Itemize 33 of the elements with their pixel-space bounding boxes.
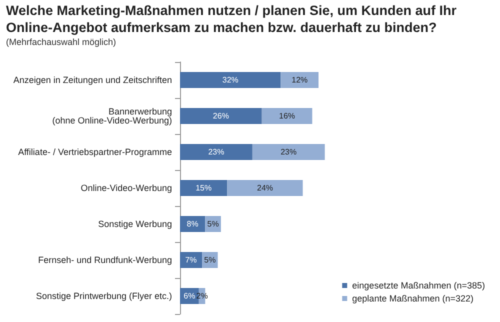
- data-label: 6%: [184, 292, 196, 300]
- legend-label: geplante Maßnahmen (n=322): [352, 294, 474, 304]
- y-tick-label: Online-Video-Werbung: [80, 183, 172, 193]
- y-tick-label: Affiliate- / Vertriebspartner-Programme: [18, 147, 172, 157]
- y-tick-label: Bannerwerbung (ohne Online-Video-Werbung): [52, 106, 172, 126]
- bar: [180, 252, 202, 268]
- bar: [227, 180, 303, 196]
- data-label: 23%: [280, 148, 297, 156]
- data-label: 32%: [222, 76, 238, 84]
- data-label: 5%: [204, 256, 216, 264]
- y-tick-label: Sonstige Werbung: [98, 219, 172, 229]
- bar: [180, 108, 262, 124]
- legend-label: eingesetzte Maßnahmen (n=385): [352, 280, 486, 290]
- bar: [180, 144, 252, 160]
- data-label: 26%: [212, 112, 229, 120]
- data-label: 7%: [185, 256, 197, 264]
- data-label: 15%: [196, 184, 212, 192]
- y-tick-label: Sonstige Printwerbung (Flyer etc.): [36, 291, 172, 301]
- text: (Mehrfachauswahl möglich): [6, 37, 116, 47]
- bar: [262, 108, 312, 124]
- bar: [180, 180, 228, 196]
- bar: [280, 72, 319, 88]
- data-label: 24%: [256, 184, 274, 192]
- bar: [180, 72, 281, 88]
- data-label: 16%: [279, 112, 296, 120]
- data-label: 5%: [207, 220, 219, 228]
- data-label: 12%: [292, 76, 308, 84]
- data-label: 8%: [186, 220, 198, 228]
- bar: [252, 144, 325, 160]
- chart-title: Welche Marketing-Maßnahmen nutzen / planen Sie, um Kunden auf Ihr Online-Angebot aufmerksam zu machen bzw. dauerhaft zu binden?: [6, 2, 458, 36]
- y-tick-label: Fernseh- und Rundfunk-Werbung: [38, 255, 172, 265]
- data-label: 23%: [208, 148, 224, 156]
- y-tick-label: Anzeigen in Zeitungen und Zeitschriften: [13, 75, 172, 85]
